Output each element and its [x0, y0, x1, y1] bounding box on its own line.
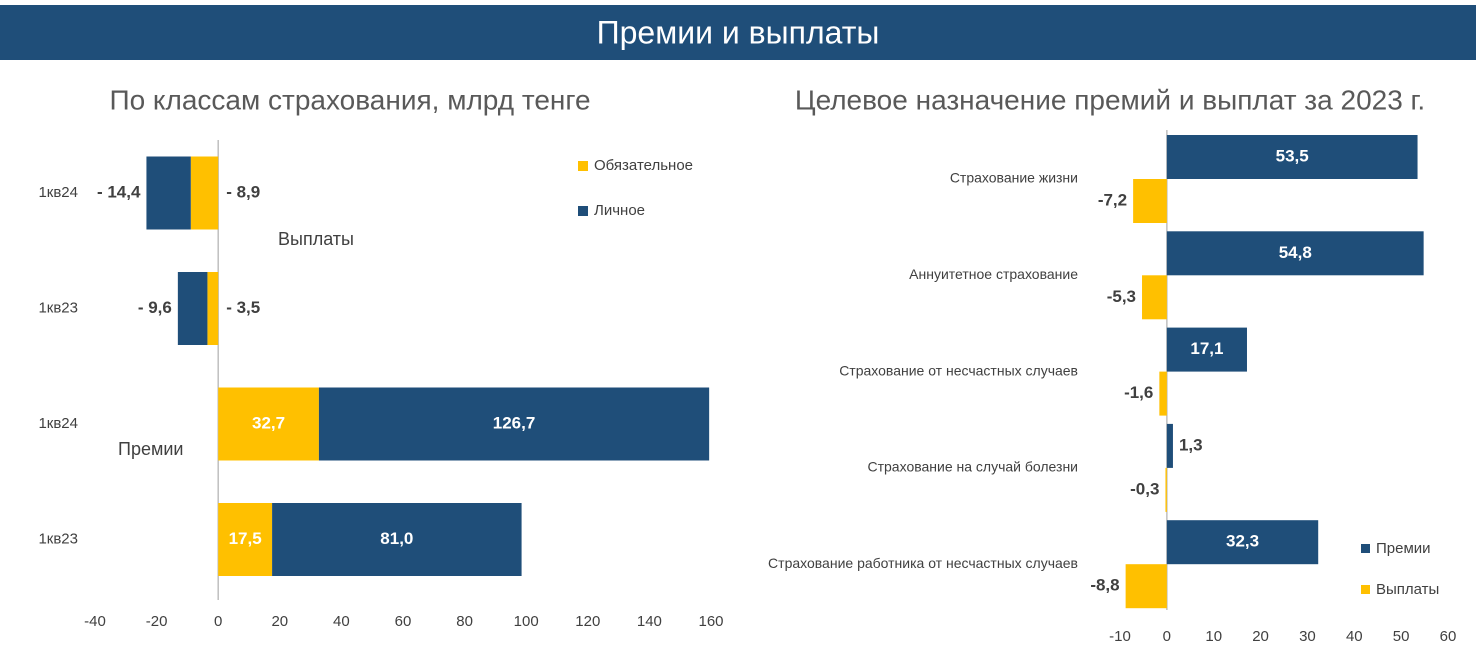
data-label: 54,8	[1279, 243, 1312, 262]
bar	[1133, 179, 1167, 223]
legend-label: Выплаты	[1376, 581, 1439, 598]
x-tick-label: -40	[84, 613, 106, 630]
data-label: 32,3	[1226, 532, 1259, 551]
category-label: 1кв23	[38, 299, 78, 316]
data-label: 53,5	[1276, 146, 1309, 165]
data-label: -5,3	[1107, 287, 1136, 306]
annotation: Премии	[118, 439, 183, 459]
x-tick-label: 60	[395, 613, 412, 630]
data-label: 17,5	[229, 529, 262, 548]
category-label: Страхование на случай болезни	[868, 459, 1079, 475]
data-label: -0,3	[1130, 479, 1159, 498]
x-tick-label: 0	[214, 613, 222, 630]
category-label: Страхование жизни	[950, 170, 1078, 186]
x-tick-label: 0	[1163, 628, 1171, 645]
x-tick-label: -10	[1109, 628, 1131, 645]
x-tick-label: 100	[514, 613, 539, 630]
category-label: 1кв23	[38, 530, 78, 547]
chart-title: Целевое назначение премий и выплат за 20…	[795, 84, 1425, 115]
bar	[1125, 564, 1167, 609]
bar	[1142, 275, 1167, 320]
legend-swatch	[1361, 585, 1370, 594]
x-tick-label: 60	[1440, 628, 1457, 645]
bar	[218, 387, 319, 461]
page-title: Премии и выплаты	[597, 14, 880, 50]
x-tick-label: 10	[1205, 628, 1222, 645]
x-tick-label: 80	[456, 613, 473, 630]
bar	[218, 503, 273, 576]
legend-swatch	[1361, 544, 1370, 553]
x-tick-label: 40	[333, 613, 350, 630]
data-label: - 14,4	[97, 182, 141, 201]
bar	[190, 156, 219, 230]
category-label: Аннуитетное страхование	[909, 266, 1078, 282]
data-label: - 8,9	[226, 182, 260, 201]
x-tick-label: 30	[1299, 628, 1316, 645]
data-label: -1,6	[1124, 383, 1153, 402]
category-label: 1кв24	[38, 184, 78, 201]
x-tick-label: 40	[1346, 628, 1363, 645]
bar	[1159, 371, 1167, 416]
data-label: 81,0	[380, 529, 413, 548]
category-label: Страхование от несчастных случаев	[839, 362, 1078, 378]
bar	[1166, 135, 1418, 179]
bar	[1165, 467, 1167, 512]
data-label: 1,3	[1179, 435, 1203, 454]
x-tick-label: 160	[698, 613, 723, 630]
legend-label: Личное	[594, 202, 645, 219]
bar	[207, 272, 219, 345]
bar	[318, 387, 710, 461]
x-tick-label: 50	[1393, 628, 1410, 645]
bar	[272, 503, 522, 576]
bar	[1166, 520, 1319, 565]
bar	[177, 272, 208, 345]
x-tick-label: 20	[271, 613, 288, 630]
data-label: 17,1	[1190, 339, 1223, 358]
x-tick-label: -20	[146, 613, 168, 630]
data-label: - 9,6	[138, 298, 172, 317]
data-label: 32,7	[252, 413, 285, 432]
x-tick-label: 20	[1252, 628, 1269, 645]
legend-label: Обязательное	[594, 157, 693, 174]
category-label: Страхование работника от несчастных случ…	[768, 555, 1078, 571]
annotation: Выплаты	[278, 229, 354, 249]
chart-title: По классам страхования, млрд тенге	[109, 84, 590, 115]
x-tick-label: 140	[637, 613, 662, 630]
data-label: -8,8	[1090, 576, 1119, 595]
header-band	[0, 5, 1476, 60]
bar	[1166, 423, 1173, 468]
data-label: -7,2	[1098, 190, 1127, 209]
legend-label: Премии	[1376, 540, 1431, 557]
x-tick-label: 120	[575, 613, 600, 630]
data-label: - 3,5	[226, 298, 260, 317]
bar	[146, 156, 191, 230]
category-label: 1кв24	[38, 415, 78, 432]
legend-swatch	[578, 161, 588, 171]
legend-swatch	[578, 206, 588, 216]
bar	[1166, 327, 1247, 372]
data-label: 126,7	[493, 413, 536, 432]
bar	[1166, 231, 1424, 276]
